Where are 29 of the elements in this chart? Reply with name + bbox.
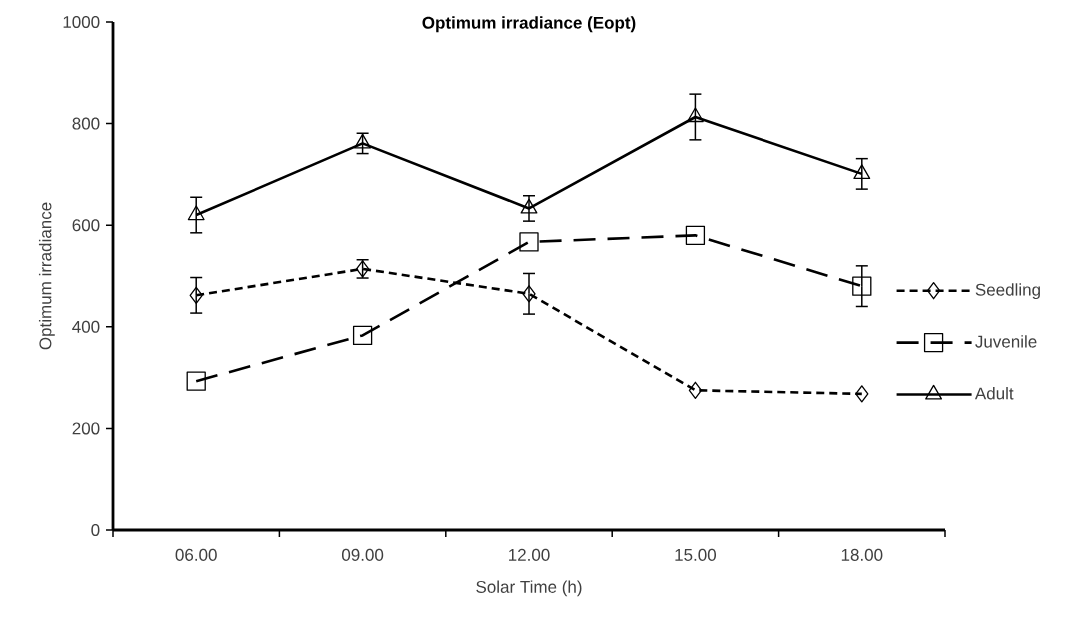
y-tick-label: 0 (91, 523, 100, 537)
x-tick-label: 06.00 (175, 548, 217, 561)
x-axis-title: Solar Time (h) (476, 580, 582, 597)
chart-title: Optimum irradiance (Eopt) (422, 16, 636, 33)
point (186, 371, 206, 391)
legend-label: Juvenile (975, 335, 1037, 348)
point (688, 381, 703, 399)
point (522, 285, 536, 303)
point (685, 225, 706, 246)
point (855, 385, 869, 403)
y-tick-label: 800 (72, 117, 100, 130)
point (519, 232, 539, 252)
point (853, 164, 871, 180)
point (187, 205, 205, 221)
legend-label: Seedling (975, 283, 1040, 300)
y-tick-label: 1000 (63, 15, 100, 29)
point (189, 286, 203, 304)
y-axis-title: Optimum irradiance (38, 202, 55, 350)
point (352, 325, 373, 346)
y-tick-label: 400 (72, 320, 100, 333)
point (686, 107, 704, 123)
legend-label: Adult (974, 387, 1014, 400)
y-tick-label: 600 (72, 219, 100, 232)
point (852, 276, 872, 296)
x-tick-label: 15.00 (675, 548, 717, 561)
x-tick-label: 18.00 (841, 548, 883, 561)
x-tick-label: 09.00 (341, 548, 384, 561)
x-tick-label: 12.00 (509, 548, 550, 561)
y-tick-label: 200 (72, 422, 100, 435)
